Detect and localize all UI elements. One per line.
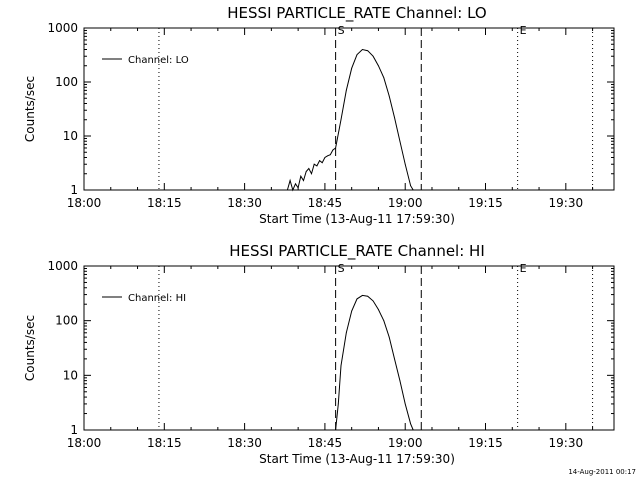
x-tick-label: 18:00	[67, 436, 102, 450]
x-tick-label: 18:15	[147, 196, 182, 210]
legend-label: Channel: LO	[128, 55, 189, 66]
data-point	[399, 140, 401, 142]
x-tick-label: 19:00	[388, 196, 423, 210]
footer-timestamp: 14-Aug-2011 00:17	[568, 468, 636, 476]
data-point	[404, 163, 406, 165]
data-point	[319, 160, 320, 162]
data-point	[324, 157, 326, 158]
x-tick-label: 19:00	[388, 436, 423, 450]
data-point	[287, 189, 288, 191]
data-point	[394, 117, 395, 118]
data-point	[345, 332, 347, 334]
data-point	[361, 294, 363, 296]
data-point	[311, 173, 312, 175]
data-point	[332, 149, 334, 151]
legend-label: Channel: HI	[128, 293, 186, 304]
data-series-line	[335, 294, 414, 431]
data-point	[404, 403, 406, 405]
data-point	[367, 295, 369, 297]
data-point	[297, 187, 299, 189]
y-tick-label: 100	[55, 314, 78, 328]
data-point	[329, 154, 331, 156]
data-point	[351, 67, 353, 69]
y-tick-label: 100	[55, 75, 78, 89]
x-tick-label: 18:30	[227, 196, 262, 210]
event-marker-label: S	[338, 262, 345, 275]
x-tick-label: 18:15	[147, 436, 182, 450]
x-tick-label: 18:45	[308, 196, 343, 210]
data-point	[305, 171, 307, 172]
data-point	[321, 162, 323, 164]
y-axis-label: Counts/sec	[23, 315, 37, 381]
chart-title: HESSI PARTICLE_RATE Channel: LO	[227, 4, 486, 23]
data-point	[410, 185, 411, 187]
data-point	[335, 147, 337, 149]
data-point	[383, 320, 385, 322]
data-point	[378, 309, 379, 310]
data-point	[289, 180, 291, 181]
data-point	[337, 403, 339, 405]
data-point	[372, 300, 374, 302]
y-tick-label: 1	[70, 423, 78, 437]
data-point	[327, 155, 328, 157]
event-marker-label: S	[338, 24, 345, 37]
data-point	[300, 175, 302, 177]
x-tick-label: 19:15	[468, 196, 503, 210]
plot-frame	[83, 265, 615, 431]
data-point	[388, 336, 390, 338]
data-point	[356, 298, 358, 300]
y-tick-label: 1000	[47, 259, 78, 273]
data-series-line	[286, 48, 414, 192]
y-tick-label: 10	[63, 368, 78, 382]
x-tick-label: 19:30	[549, 436, 584, 450]
data-point	[394, 358, 395, 360]
data-point	[345, 89, 347, 91]
data-point	[351, 310, 353, 312]
data-point	[388, 95, 390, 97]
x-tick-label: 18:30	[227, 436, 262, 450]
event-marker-label: E	[520, 262, 527, 275]
data-point	[367, 50, 369, 52]
data-point	[412, 189, 414, 191]
data-point	[399, 380, 401, 382]
chart-panel-0: HESSI PARTICLE_RATE Channel: LO 1 10 100 100…	[23, 4, 615, 226]
plot-frame	[83, 27, 615, 191]
chart-title: HESSI PARTICLE_RATE Channel: HI	[229, 242, 485, 261]
data-point	[308, 168, 310, 169]
x-tick-label: 18:45	[308, 436, 343, 450]
data-point	[313, 163, 315, 165]
data-point	[316, 165, 318, 167]
y-tick-label: 10	[63, 129, 78, 143]
data-point	[340, 365, 342, 367]
data-point	[372, 55, 374, 57]
y-tick-label: 1	[70, 183, 78, 197]
y-axis-label: Counts/sec	[23, 76, 37, 142]
data-point	[340, 119, 342, 121]
data-point	[303, 180, 304, 181]
x-axis-label: Start Time (13-Aug-11 17:59:30)	[259, 212, 455, 226]
data-point	[292, 189, 294, 191]
x-tick-label: 19:30	[549, 196, 584, 210]
data-point	[361, 49, 363, 50]
x-tick-label: 19:15	[468, 436, 503, 450]
chart-panel-1: HESSI PARTICLE_RATE Channel: HI 1 10 100 100…	[23, 242, 615, 466]
data-point	[295, 183, 296, 185]
x-tick-label: 18:00	[67, 196, 102, 210]
data-point	[410, 423, 411, 425]
data-point	[335, 429, 337, 431]
data-point	[356, 54, 358, 56]
x-axis-label: Start Time (13-Aug-11 17:59:30)	[259, 452, 455, 466]
y-tick-label: 1000	[47, 21, 78, 35]
event-marker-label: E	[520, 24, 527, 37]
data-point	[383, 77, 385, 79]
data-point	[378, 65, 379, 67]
data-point	[412, 429, 414, 431]
